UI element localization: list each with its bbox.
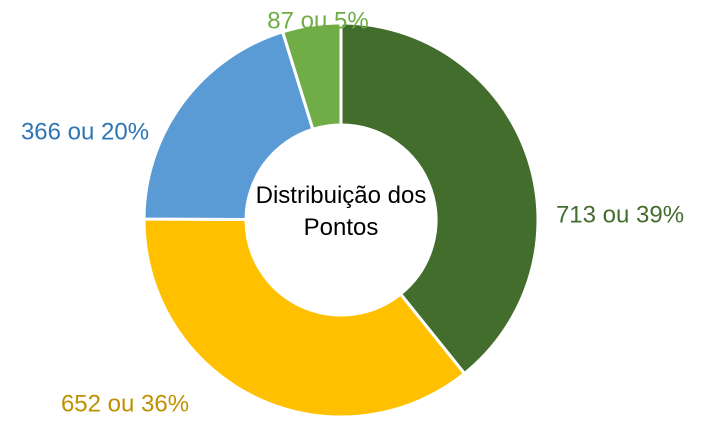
data-label: 366 ou 20%	[21, 118, 149, 145]
data-label: 652 ou 36%	[61, 390, 189, 417]
donut-slice	[280, 21, 343, 132]
donut-slice	[339, 21, 540, 376]
donut-slice	[142, 217, 467, 419]
chart-title: Distribuição dos Pontos	[255, 182, 427, 241]
data-label: 713 ou 39%	[556, 201, 684, 228]
data-label: 87 ou 5%	[267, 7, 368, 34]
donut-slice	[142, 29, 315, 222]
